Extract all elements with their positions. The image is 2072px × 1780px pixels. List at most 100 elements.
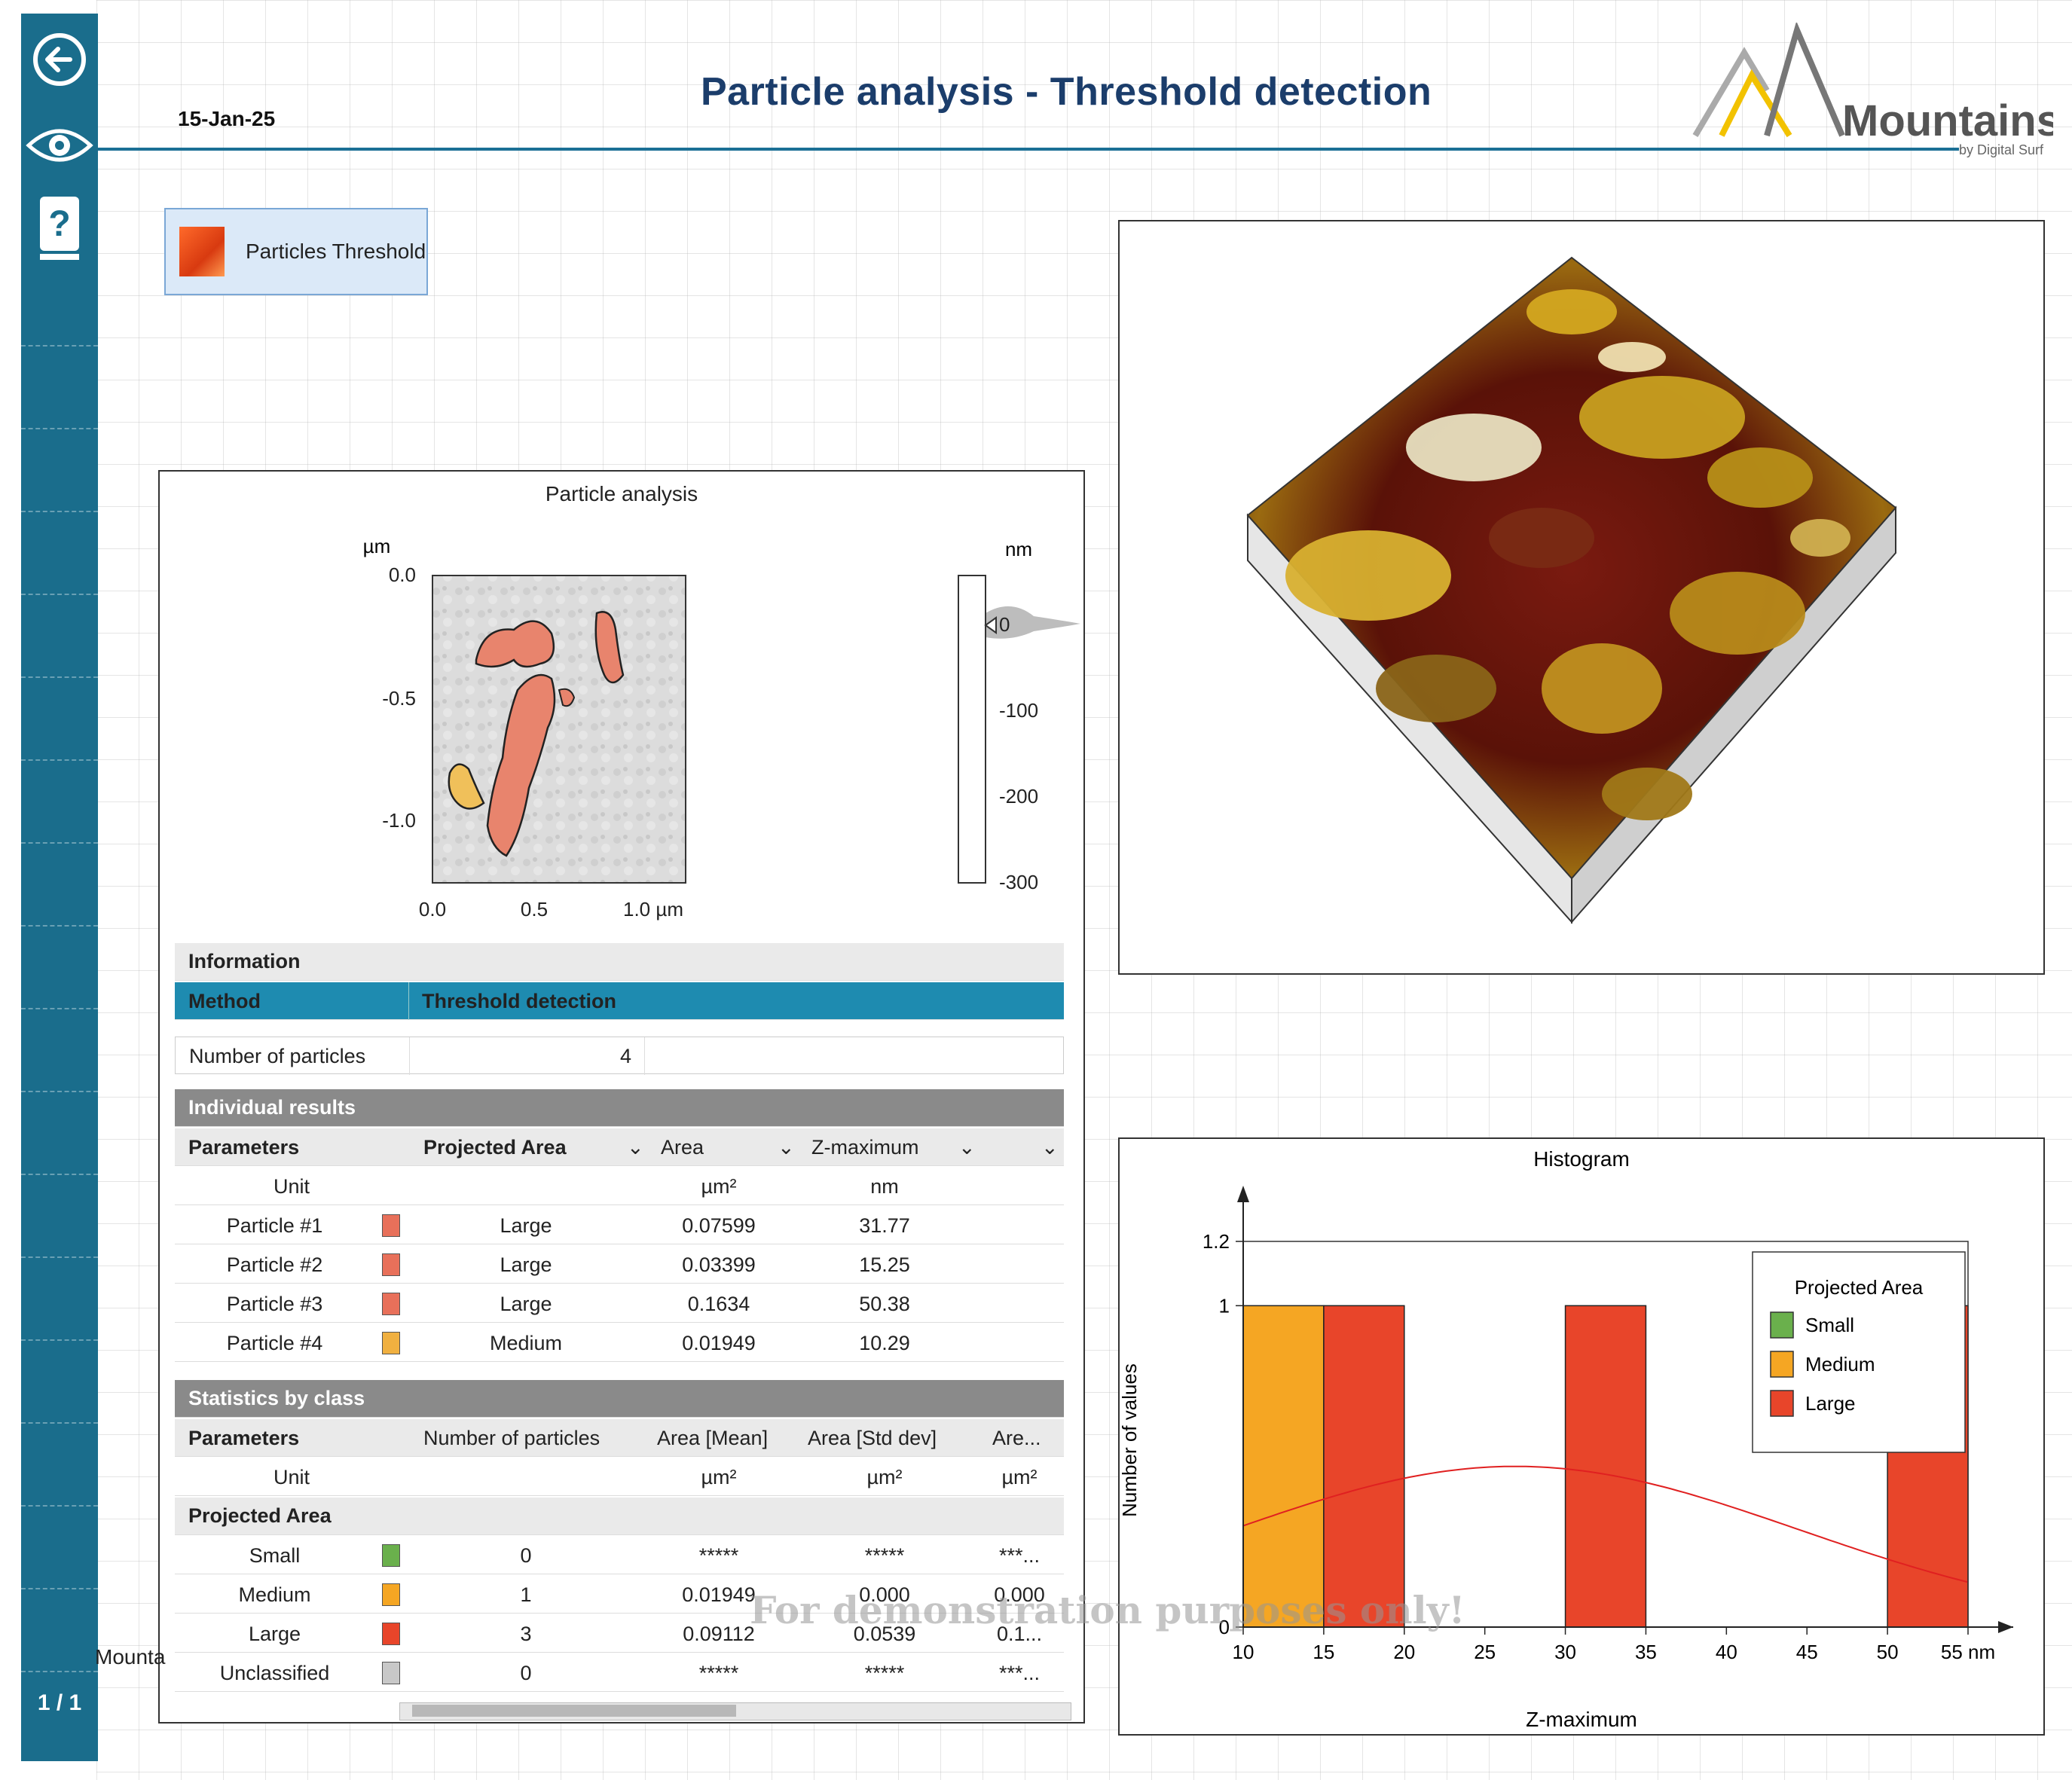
table-row: Particle #2 Large 0.03399 15.25 — [175, 1246, 1064, 1284]
x-tick-2: 1.0 µm — [623, 898, 683, 921]
count-row: Number of particles 4 — [175, 1037, 1064, 1075]
x-axis-arrow-icon — [1998, 1621, 2013, 1633]
x-tick-label: 35 — [1635, 1641, 1657, 1663]
x-tick-label: 30 — [1554, 1641, 1576, 1663]
scrollbar-thumb[interactable] — [412, 1705, 736, 1717]
col-projected-area[interactable]: Projected Area — [423, 1135, 567, 1159]
page-title: Particle analysis - Threshold detection — [701, 70, 1432, 114]
particle-1 — [475, 620, 555, 668]
col-extra-dropdown-icon[interactable]: ⌄ — [1041, 1135, 1059, 1159]
class-swatch — [382, 1662, 400, 1684]
legend-title: Projected Area — [1795, 1276, 1924, 1299]
mountains-logo: Mountains by Digital Surf — [1692, 21, 2061, 158]
information-header: Information — [175, 943, 1064, 981]
col-projected-area-dropdown-icon[interactable]: ⌄ — [627, 1135, 644, 1159]
y-axis-label: Number of values — [1120, 1363, 1141, 1517]
table-row: Particle #3 Large 0.1634 50.38 — [175, 1285, 1064, 1323]
histogram-bar — [1323, 1305, 1405, 1628]
table-row: Unclassified 0 ***** ***** ***... — [175, 1654, 1064, 1692]
horizontal-scrollbar[interactable] — [399, 1702, 1071, 1720]
x-tick-label: 10 — [1233, 1641, 1255, 1663]
x-axis-label: Z-maximum — [1526, 1708, 1637, 1731]
individual-unit-row: Unit µm² nm — [175, 1168, 1064, 1205]
histogram-bar — [1564, 1305, 1647, 1628]
class-swatch — [382, 1544, 400, 1567]
svg-text:by Digital Surf: by Digital Surf — [1959, 142, 2044, 157]
3d-view-panel — [1118, 220, 2045, 975]
chart-title: Histogram — [1533, 1147, 1630, 1171]
back-button[interactable] — [21, 21, 98, 98]
sidebar: ? 1 / 1 — [21, 14, 98, 1761]
particle-image — [432, 575, 686, 884]
help-button[interactable]: ? — [21, 191, 98, 268]
3d-surface-view — [1246, 256, 1897, 924]
histogram-bar — [1242, 1305, 1325, 1628]
particle-panel-title: Particle analysis — [545, 482, 698, 505]
table-row: Particle #1 Large 0.07599 31.77 — [175, 1207, 1064, 1244]
scale-tick-1: -100 — [999, 699, 1038, 722]
particle-3 — [486, 673, 556, 857]
method-row: Method Threshold detection — [175, 982, 1064, 1020]
class-swatch — [382, 1623, 400, 1645]
view-button[interactable] — [21, 107, 98, 184]
stats-columns: Parameters Number of particles Area [Mea… — [175, 1419, 1064, 1457]
table-row: Large 3 0.09112 0.0539 0.1... — [175, 1615, 1064, 1653]
y-tick-label: 1.2 — [1203, 1230, 1230, 1253]
study-thumbnail — [179, 227, 225, 276]
back-arrow-icon — [33, 33, 86, 86]
x-tick-label: 50 — [1877, 1641, 1899, 1663]
legend-entry: Large — [1805, 1392, 1856, 1415]
stats-header: Statistics by class — [175, 1380, 1064, 1418]
help-book-icon: ? — [40, 197, 79, 260]
stats-unit-row: Unit µm² µm² µm² — [175, 1458, 1064, 1496]
y-axis-arrow-icon — [1237, 1186, 1249, 1202]
class-swatch — [382, 1293, 400, 1315]
eye-icon — [26, 129, 93, 162]
class-swatch — [382, 1214, 400, 1237]
particles-threshold-button[interactable]: Particles Threshold — [164, 208, 428, 295]
y-tick-label: 1 — [1219, 1294, 1230, 1317]
x-tick-label: 15 — [1313, 1641, 1334, 1663]
table-row: Particle #4 Medium 0.01949 10.29 — [175, 1324, 1064, 1362]
x-tick-label: 55 nm — [1941, 1641, 1995, 1663]
particle-4 — [448, 763, 485, 810]
legend-entry: Medium — [1805, 1353, 1875, 1375]
histogram-panel: Histogram Z-maximum Number of values 10 1… — [1118, 1137, 2045, 1736]
histogram-chart: Histogram Z-maximum Number of values 10 1… — [1118, 1147, 2013, 1731]
particle-2 — [594, 611, 625, 684]
legend-swatch — [1770, 1311, 1794, 1339]
report-date: 15-Jan-25 — [178, 107, 276, 130]
scale-bar — [958, 575, 986, 884]
class-swatch — [382, 1583, 400, 1606]
scale-unit-label: nm — [1005, 538, 1032, 560]
statistics-table: Statistics by class Parameters Number of… — [175, 1380, 1064, 1696]
x-tick-0: 0.0 — [419, 898, 446, 921]
x-tick-label: 45 — [1796, 1641, 1818, 1663]
svg-text:Mountains: Mountains — [1842, 96, 2053, 145]
y-unit-label: µm — [363, 535, 391, 557]
col-area-dropdown-icon[interactable]: ⌄ — [778, 1135, 795, 1159]
legend-swatch — [1770, 1351, 1794, 1378]
x-tick-label: 20 — [1393, 1641, 1415, 1663]
scale-tick-3: -300 — [999, 871, 1038, 893]
legend-entry: Small — [1805, 1314, 1854, 1336]
watermark: For demonstration purposes only! — [750, 1588, 1465, 1632]
class-swatch — [382, 1253, 400, 1276]
stats-group-row: Projected Area — [175, 1498, 1064, 1535]
col-zmax-dropdown-icon[interactable]: ⌄ — [958, 1135, 976, 1159]
legend-swatch — [1770, 1390, 1794, 1417]
col-area[interactable]: Area — [661, 1135, 704, 1159]
particle-fragment — [558, 688, 576, 707]
table-row: Small 0 ***** ***** ***... — [175, 1537, 1064, 1574]
chart-legend: Projected Area Small Medium Large — [1752, 1251, 1966, 1453]
table-row: Medium 1 0.01949 0.000 0.000 — [175, 1576, 1064, 1614]
col-zmax[interactable]: Z-maximum — [811, 1135, 919, 1159]
information-table: Information Method Threshold detection N… — [175, 943, 1064, 1079]
svg-text:?: ? — [48, 204, 70, 244]
x-tick-1: 0.5 — [521, 898, 548, 921]
y-tick-2: -1.0 — [382, 809, 416, 832]
fit-curve — [1242, 1465, 1969, 1583]
y-tick-1: -0.5 — [382, 687, 416, 710]
y-tick-label: 0 — [1219, 1616, 1230, 1638]
y-tick-0: 0.0 — [389, 563, 416, 586]
